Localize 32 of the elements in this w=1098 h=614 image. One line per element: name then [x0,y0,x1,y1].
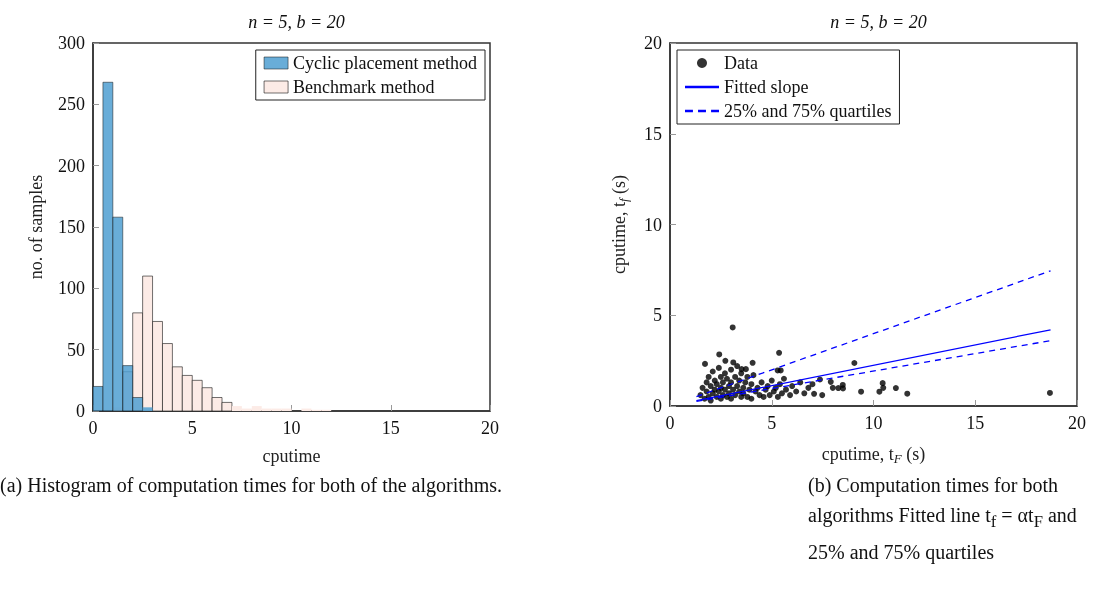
y-tick-label: 15 [644,123,662,144]
legend-label: Benchmark method [293,77,435,97]
x-tick-label: 0 [88,418,98,438]
x-tick-label: 20 [1068,413,1086,433]
y-tick-label: 0 [653,396,662,416]
chart-title: n = 5, b = 20 [830,12,927,32]
y-tick-label: 5 [653,305,662,326]
y-tick-label: 150 [58,217,85,237]
y-tick-label: 300 [58,33,85,53]
text: (a) Histogram of computation times for both of the algorithms. [0,473,504,499]
x-tick-label: 15 [381,418,400,438]
x-tick-label: 15 [966,413,985,433]
y-tick-label: 200 [58,155,85,176]
legend-label: 25% and 75% quartiles [724,101,892,121]
chart-title: n = 5, b = 20 [248,12,345,32]
x-tick-label: 10 [864,413,883,433]
x-tick-label: 5 [187,418,197,438]
x-axis-title: cputime [262,446,321,466]
y-tick-label: 20 [644,33,662,53]
y-tick-label: 50 [67,339,85,360]
x-tick-label: 5 [767,413,777,433]
y-axis-title: no. of samples [26,174,46,280]
legend-label: Fitted slope [724,77,809,97]
legend-label: Cyclic placement method [293,53,477,73]
y-tick-label: 100 [58,278,85,299]
text: (b) Computation times for both algorithms Fitted line t$_{f}$ = αt$_{F}$ and 25% and 75% quartiles [808,474,1077,563]
y-tick-label: 10 [644,214,662,235]
x-tick-label: 10 [282,418,301,438]
y-axis-title: cputime, tf (s) [608,174,631,275]
legend-label: Data [724,53,758,73]
x-tick-label: 20 [481,418,499,438]
y-tick-label: 250 [58,94,85,115]
